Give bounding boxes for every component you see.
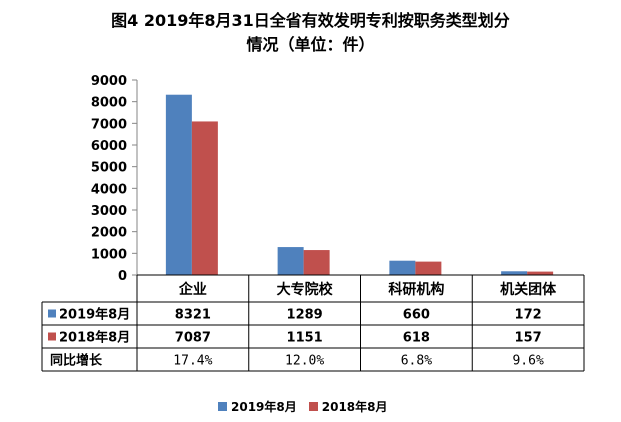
chart-legend: 2019年8月 2018年8月 bbox=[218, 398, 400, 415]
table-legend-key bbox=[48, 332, 56, 341]
bar-2018 bbox=[415, 261, 442, 275]
table-cell-growth: 6.8% bbox=[401, 354, 432, 369]
table-legend-key bbox=[48, 309, 56, 318]
x-category-label: 科研机构 bbox=[388, 281, 444, 298]
legend-item-2019: 2019年8月 bbox=[218, 398, 297, 415]
table-row-header: 同比增长 bbox=[50, 353, 103, 369]
table-cell-growth: 9.6% bbox=[512, 354, 543, 369]
x-category-label: 机关团体 bbox=[500, 281, 557, 298]
table-cell-value: 172 bbox=[515, 308, 542, 323]
chart-title-line2: 情况（单位：件） bbox=[246, 35, 375, 54]
bar-2018 bbox=[303, 250, 330, 275]
legend-item-2018: 2018年8月 bbox=[308, 398, 388, 415]
chart-title-line1: 图4 2019年8月31日全省有效发明专利按职务类型划分 bbox=[111, 11, 510, 30]
y-tick-label: 3000 bbox=[91, 204, 127, 219]
y-tick-label: 9000 bbox=[91, 74, 127, 89]
bar-2019 bbox=[277, 247, 304, 275]
y-tick-label: 5000 bbox=[91, 161, 127, 176]
bar-2018 bbox=[527, 271, 554, 275]
table-cell-value: 618 bbox=[403, 331, 430, 346]
table-row-header: 2019年8月 bbox=[59, 307, 130, 323]
y-tick-label: 6000 bbox=[91, 139, 127, 154]
table-cell-value: 8321 bbox=[175, 308, 211, 323]
y-tick-label: 1000 bbox=[91, 247, 127, 262]
y-tick-label: 2000 bbox=[91, 226, 127, 241]
table-cell-value: 1151 bbox=[287, 331, 323, 346]
bar-2018 bbox=[191, 121, 218, 275]
legend-swatch-2018 bbox=[308, 402, 318, 411]
y-tick-label: 8000 bbox=[91, 96, 127, 111]
table-cell-growth: 17.4% bbox=[173, 354, 212, 369]
table-cell-value: 7087 bbox=[175, 331, 211, 346]
table-cell-growth: 12.0% bbox=[285, 354, 324, 369]
table-row-header: 2018年8月 bbox=[59, 330, 130, 346]
table-cell-value: 660 bbox=[403, 308, 430, 323]
x-category-label: 大专院校 bbox=[277, 281, 334, 298]
y-tick-label: 4000 bbox=[91, 182, 127, 197]
bar-2019 bbox=[389, 260, 416, 275]
x-category-label: 企业 bbox=[178, 281, 207, 298]
table-cell-value: 1289 bbox=[287, 308, 323, 323]
legend-swatch-2019 bbox=[218, 402, 227, 411]
legend-label-2018: 2018年8月 bbox=[321, 400, 388, 414]
bar-2019 bbox=[501, 271, 528, 275]
bar-2019 bbox=[165, 94, 192, 275]
y-tick-label: 7000 bbox=[91, 117, 127, 132]
table-cell-value: 157 bbox=[515, 331, 542, 346]
legend-label-2019: 2019年8月 bbox=[231, 400, 297, 414]
y-tick-label: 0 bbox=[118, 269, 127, 284]
